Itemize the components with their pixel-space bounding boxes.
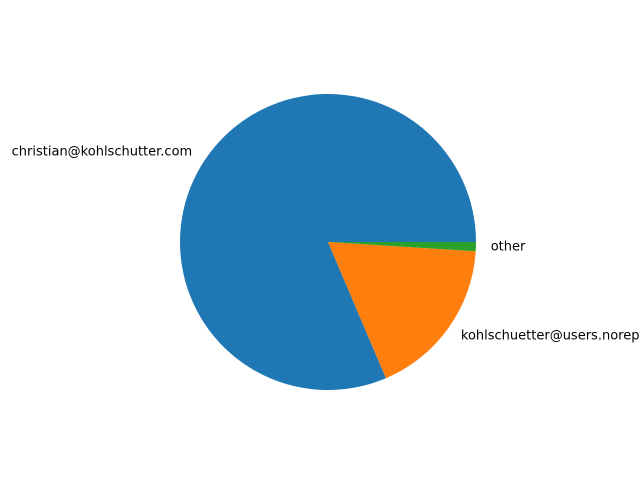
slice-label-1: kohlschuetter@users.noreply.github.com xyxy=(461,329,640,344)
pie-slice-1 xyxy=(328,242,476,379)
slice-label-2: other xyxy=(491,240,526,255)
pie-slice-0 xyxy=(180,94,476,391)
pie-labels: christian@kohlschutter.com kohlschuetter@… xyxy=(12,145,640,344)
pie-slices xyxy=(180,94,476,391)
pie-slice-2 xyxy=(328,242,476,252)
slice-label-0: christian@kohlschutter.com xyxy=(12,145,193,160)
